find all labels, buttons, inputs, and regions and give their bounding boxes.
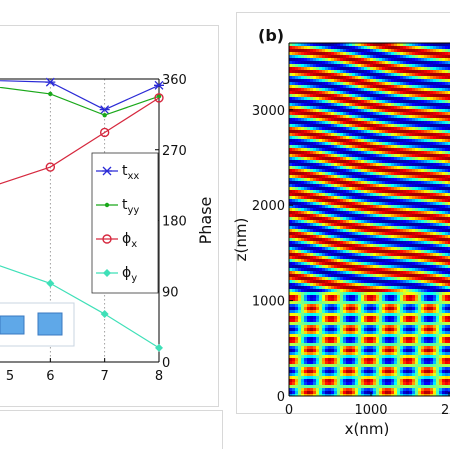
series-t-yy (0, 86, 162, 118)
heatmap-field (289, 43, 450, 396)
inset-nanostructure-b (37, 312, 63, 336)
heatmap-x-axis-label: x(nm) (345, 420, 390, 438)
y-tick-label: 90 (162, 285, 179, 300)
x-tick-label: 5 (6, 369, 14, 384)
legend-label: tyy (122, 197, 139, 216)
data-point (103, 269, 111, 277)
heatmap-y-tick-label: 1000 (252, 295, 285, 310)
x-tick-label: 6 (46, 369, 54, 384)
heatmap-x-tick-label: 20 (441, 403, 450, 418)
data-point (48, 91, 53, 97)
legend-entry: tyy (96, 197, 139, 216)
data-point (46, 279, 55, 288)
x-tick-label: 8 (155, 369, 163, 384)
series-ϕ-x (0, 93, 164, 185)
heatmap-y-tick-label: 0 (277, 390, 285, 405)
right-panel-frame (236, 12, 450, 414)
legend-entry: txx (96, 163, 139, 182)
data-point (102, 166, 112, 176)
data-point (102, 112, 107, 118)
data-point (154, 80, 164, 90)
legend-label: ϕx (122, 231, 137, 250)
legend-entry: ϕy (96, 265, 137, 284)
x-tick-label: 7 (101, 369, 109, 384)
data-point (156, 94, 162, 99)
series-line (0, 97, 160, 185)
data-point (155, 343, 163, 352)
bottom-panel-strip (0, 410, 223, 449)
heatmap-x-tick-label: 0 (285, 403, 293, 418)
data-point (102, 234, 112, 244)
data-point (104, 202, 110, 208)
legend-label: txx (122, 163, 139, 182)
legend-box (91, 152, 159, 294)
y-tick-label: 180 (162, 215, 187, 230)
data-point (99, 105, 110, 115)
y-tick-label: 360 (162, 73, 187, 88)
panel-label: (b) (258, 26, 284, 45)
y-axis-label: Phase (196, 197, 215, 245)
legend-label: ϕy (122, 265, 137, 284)
data-point (45, 162, 56, 172)
heatmap-y-axis-label: z(nm) (232, 218, 250, 262)
series-t-xx (0, 77, 164, 115)
legend-entry: ϕx (96, 231, 137, 250)
data-point (99, 127, 110, 138)
heatmap-y-tick-label: 2000 (252, 199, 285, 214)
heatmap-x-tick-label: 1000 (354, 403, 387, 418)
heatmap-y-tick-label: 3000 (252, 104, 285, 119)
data-point (100, 310, 109, 319)
left-panel-frame (0, 25, 219, 407)
series-ϕ-y (0, 265, 163, 352)
data-point (154, 93, 164, 103)
y-tick-label: 0 (162, 356, 170, 371)
data-point (45, 77, 56, 87)
y-tick-label: 270 (162, 144, 187, 159)
inset-nanostructure-a (0, 315, 25, 335)
